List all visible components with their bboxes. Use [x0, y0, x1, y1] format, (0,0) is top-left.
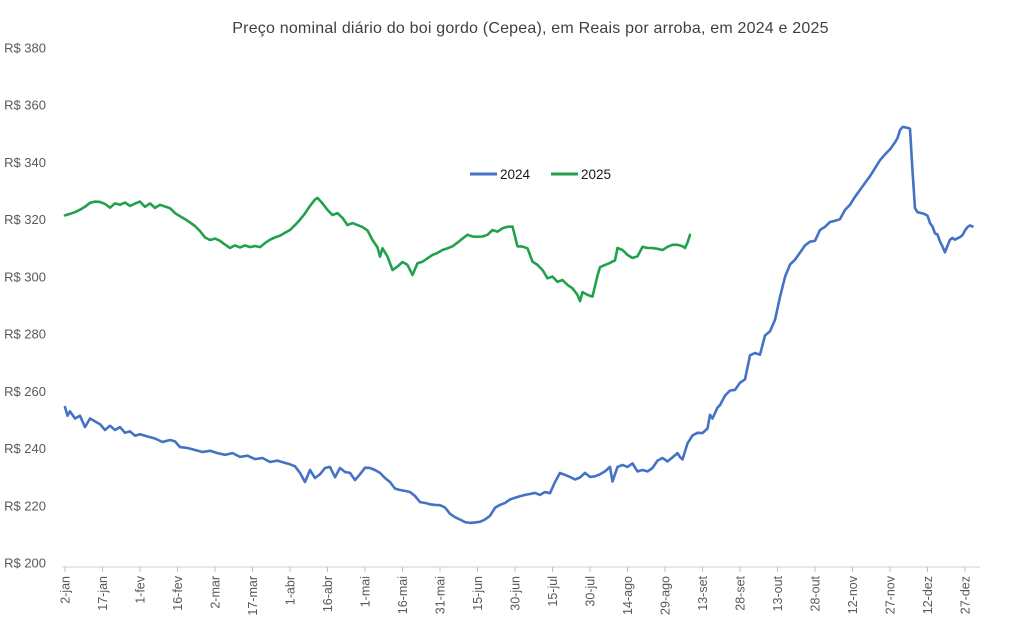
x-tick-label: 12-nov — [846, 575, 860, 614]
chart-title: Preço nominal diário do boi gordo (Cepea… — [232, 20, 829, 37]
x-tick-label: 17-jan — [96, 576, 110, 611]
x-tick-label: 29-ago — [659, 576, 673, 615]
series-line-2024 — [63, 125, 974, 525]
y-tick-label: R$ 340 — [4, 155, 46, 170]
x-tick-label: 30-jun — [509, 576, 523, 611]
x-tick-label: 13-out — [771, 575, 785, 611]
series-line-2025 — [63, 196, 692, 303]
x-tick-label: 27-dez — [959, 576, 973, 614]
y-tick-label: R$ 300 — [4, 269, 46, 284]
x-tick-label: 15-jun — [471, 576, 485, 611]
legend-label-2025: 2025 — [581, 167, 611, 182]
x-tick-label: 2-jan — [59, 576, 73, 604]
y-tick-label: R$ 240 — [4, 441, 46, 456]
x-tick-label: 31-mai — [434, 576, 448, 614]
y-tick-label: R$ 360 — [4, 98, 46, 113]
y-tick-label: R$ 220 — [4, 498, 46, 513]
legend-label-2024: 2024 — [500, 167, 531, 182]
x-tick-label: 16-fev — [171, 575, 185, 610]
y-tick-label: R$ 380 — [4, 41, 46, 56]
x-tick-label: 16-abr — [321, 576, 335, 612]
x-tick-label: 15-jul — [546, 576, 560, 607]
x-tick-label: 28-out — [809, 575, 823, 611]
x-tick-label: 14-ago — [621, 576, 635, 615]
y-tick-label: R$ 260 — [4, 384, 46, 399]
x-tick-label: 27-nov — [884, 575, 898, 614]
x-tick-label: 13-set — [696, 575, 710, 610]
x-tick-label: 1-fev — [134, 575, 148, 604]
x-tick-label: 28-set — [734, 575, 748, 610]
y-tick-label: R$ 320 — [4, 212, 46, 227]
x-tick-label: 1-mai — [359, 576, 373, 607]
x-tick-label: 30-jul — [584, 576, 598, 607]
x-tick-label: 2-mar — [209, 576, 223, 609]
x-tick-label: 1-abr — [284, 576, 298, 605]
y-tick-label: R$ 200 — [4, 556, 46, 571]
x-tick-label: 17-mar — [246, 576, 260, 616]
x-tick-label: 12-dez — [921, 576, 935, 614]
y-tick-label: R$ 280 — [4, 327, 46, 342]
x-tick-label: 16-mai — [396, 576, 410, 614]
